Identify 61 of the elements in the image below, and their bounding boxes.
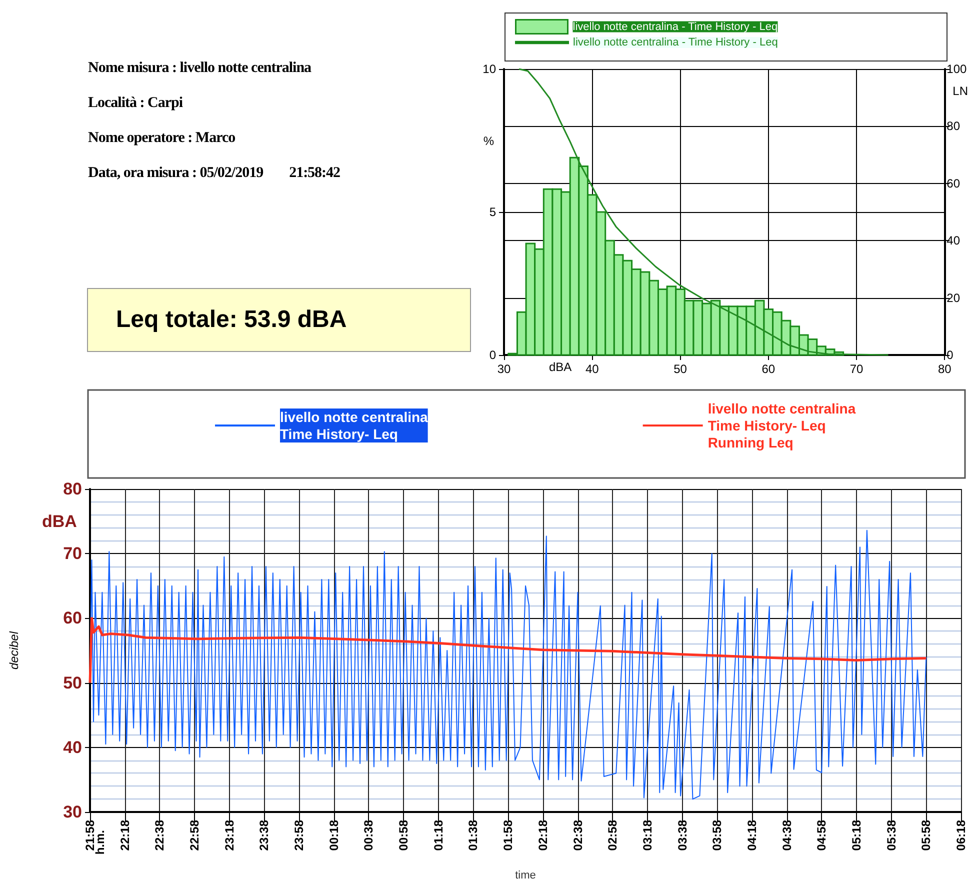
legend-label: livello notte centralina - Time History - Leq <box>572 20 778 33</box>
x-tick-label: 05:18 <box>849 820 864 851</box>
x-tick-label: 23:38 <box>257 820 272 851</box>
y-tick-label: 0 <box>489 348 496 362</box>
y-tick-label: 50 <box>63 673 82 692</box>
x-tick-label: 03:58 <box>710 820 724 851</box>
y2-tick-label: 20 <box>946 290 960 305</box>
x-tick-label: 03:38 <box>675 820 690 851</box>
y-tick-label: 5 <box>489 205 496 219</box>
y2-tick-label: 60 <box>946 176 960 190</box>
x-tick-label: 40 <box>585 362 600 376</box>
text: dBA <box>42 512 77 531</box>
x-axis-title: dBA <box>549 360 572 374</box>
text: Data, ora misura : 05/02/2019 21:58:42 <box>88 165 342 182</box>
text: Nome operatore : Marco <box>88 130 236 147</box>
x-tick-label: 00:18 <box>326 820 341 851</box>
y-tick-label: 70 <box>63 544 82 564</box>
y2-tick-label: 100 <box>946 62 968 76</box>
x-tick-label: 04:18 <box>744 820 759 851</box>
x-tick-label: 80 <box>938 362 952 376</box>
x-tick-label: 06:18 <box>954 820 968 851</box>
x-tick-label: 05:58 <box>919 820 934 851</box>
x-tick-label: 04:38 <box>780 820 794 851</box>
x-tick-label: 04:58 <box>814 820 829 851</box>
x-tick-label: 01:38 <box>466 820 480 851</box>
y-tick-label: 60 <box>63 608 82 628</box>
y-tick-label: 80 <box>63 480 82 498</box>
text: Nome misura : livello notte centralina <box>88 60 312 77</box>
x-tick-label: 23:58 <box>292 820 306 851</box>
text: Leq totale: 53.9 dBA <box>87 288 471 352</box>
x-tick-label: 22:18 <box>118 820 132 851</box>
x-tick-label: 05:38 <box>884 820 898 851</box>
y2-tick-label: 40 <box>946 234 960 248</box>
x-tick-label: 03:18 <box>640 820 654 851</box>
legend-label: livello notte centralina Time History- Leq Running Leq <box>708 400 856 450</box>
x-tick-label: 01:58 <box>501 820 516 851</box>
x-tick-label: 23:18 <box>222 820 236 851</box>
text: Località : Carpi <box>88 95 184 112</box>
y-tick-label: 40 <box>63 738 82 757</box>
x-tick-label: 70 <box>850 362 864 376</box>
x-tick-label: 50 <box>674 362 688 376</box>
x-tick-label: 02:18 <box>536 820 550 851</box>
x-axis-title: time <box>515 870 536 882</box>
x-tick-label: 00:58 <box>396 820 411 851</box>
legend-label: livello notte centralina Time History- Leq <box>280 409 428 442</box>
y-tick-label: 30 <box>63 802 82 822</box>
line-series <box>90 530 927 800</box>
x-tick-label: 02:58 <box>606 820 620 851</box>
y-tick-label: 10 <box>482 62 496 76</box>
y-axis-title: % <box>483 134 494 148</box>
x-tick-label: 02:38 <box>570 820 585 851</box>
y-axis-title: decibel <box>7 631 21 670</box>
x-tick-label: 01:18 <box>431 820 446 851</box>
line-series <box>88 616 928 684</box>
y2-tick-label: 80 <box>946 119 960 134</box>
y2-axis-title: LN <box>952 84 968 98</box>
x-tick-label: 60 <box>762 362 776 376</box>
x-tick-label: 00:38 <box>362 820 376 851</box>
legend-label: livello notte centralina - Time History - Leq <box>573 36 778 48</box>
x-tick-label: 22:58 <box>188 820 202 851</box>
x-tick-label: 22:38 <box>152 820 167 851</box>
